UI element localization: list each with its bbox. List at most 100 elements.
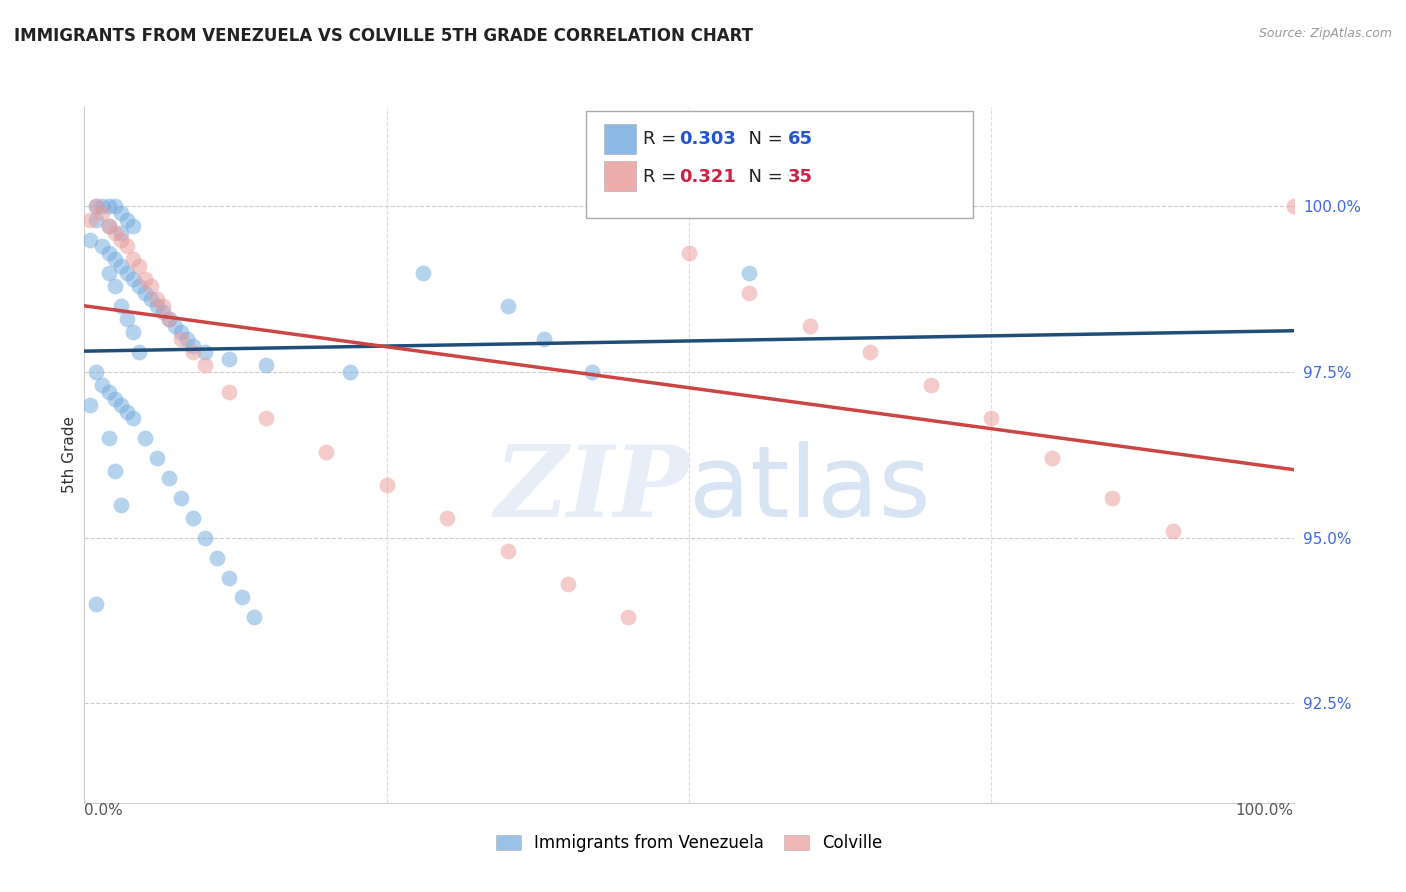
Point — [412, 266, 434, 280]
Point — [254, 411, 277, 425]
Point — [157, 312, 180, 326]
Point — [91, 199, 114, 213]
Point — [152, 299, 174, 313]
Point — [375, 477, 398, 491]
Point — [254, 359, 277, 373]
Point — [170, 326, 193, 340]
Point — [194, 359, 217, 373]
Point — [79, 398, 101, 412]
Point — [97, 219, 120, 234]
Text: 100.0%: 100.0% — [1236, 803, 1294, 818]
Point — [121, 219, 143, 234]
Text: IMMIGRANTS FROM VENEZUELA VS COLVILLE 5TH GRADE CORRELATION CHART: IMMIGRANTS FROM VENEZUELA VS COLVILLE 5T… — [14, 27, 754, 45]
Point — [97, 199, 120, 213]
Point — [121, 252, 143, 267]
Point — [86, 199, 108, 213]
Point — [97, 384, 120, 399]
Text: 0.0%: 0.0% — [84, 803, 124, 818]
Point — [181, 345, 204, 359]
Point — [86, 597, 108, 611]
Point — [218, 384, 240, 399]
Point — [110, 259, 132, 273]
Point — [128, 259, 150, 273]
Point — [110, 233, 132, 247]
Point — [134, 285, 156, 300]
Point — [859, 345, 882, 359]
Point — [496, 299, 519, 313]
Point — [218, 570, 240, 584]
Point — [1040, 451, 1063, 466]
Point — [207, 550, 229, 565]
Point — [557, 577, 579, 591]
Point — [134, 431, 156, 445]
Point — [738, 266, 761, 280]
Y-axis label: 5th Grade: 5th Grade — [62, 417, 77, 493]
Point — [738, 285, 761, 300]
Point — [104, 465, 127, 479]
Point — [218, 351, 240, 366]
Text: 35: 35 — [789, 168, 813, 186]
Point — [181, 511, 204, 525]
FancyBboxPatch shape — [586, 111, 973, 219]
Point — [859, 199, 882, 213]
Point — [581, 365, 603, 379]
Point — [104, 279, 127, 293]
Point — [165, 318, 187, 333]
Point — [146, 299, 169, 313]
Point — [799, 318, 821, 333]
Point — [152, 305, 174, 319]
Point — [496, 544, 519, 558]
Point — [170, 491, 193, 505]
Text: Source: ZipAtlas.com: Source: ZipAtlas.com — [1258, 27, 1392, 40]
Point — [91, 378, 114, 392]
Text: 0.303: 0.303 — [679, 130, 737, 148]
Point — [128, 345, 150, 359]
Point — [128, 279, 150, 293]
Point — [139, 279, 162, 293]
Point — [115, 405, 138, 419]
Point — [86, 212, 108, 227]
Point — [1101, 491, 1123, 505]
Text: 0.321: 0.321 — [679, 168, 737, 186]
Point — [79, 233, 101, 247]
Point — [170, 332, 193, 346]
Point — [104, 226, 127, 240]
Point — [920, 378, 942, 392]
Text: atlas: atlas — [689, 442, 931, 538]
Point — [86, 365, 108, 379]
Point — [121, 272, 143, 286]
Point — [617, 610, 640, 624]
Point — [115, 212, 138, 227]
Point — [115, 266, 138, 280]
Point — [110, 398, 132, 412]
Point — [339, 365, 361, 379]
Point — [104, 199, 127, 213]
Point — [1161, 524, 1184, 538]
Point — [134, 272, 156, 286]
Point — [121, 411, 143, 425]
Text: ZIP: ZIP — [494, 442, 689, 538]
Point — [315, 444, 337, 458]
Point — [110, 206, 132, 220]
Point — [115, 312, 138, 326]
Point — [146, 451, 169, 466]
Text: 65: 65 — [789, 130, 813, 148]
Point — [86, 199, 108, 213]
FancyBboxPatch shape — [605, 161, 636, 191]
Point — [79, 212, 101, 227]
Point — [115, 239, 138, 253]
Point — [146, 292, 169, 306]
Legend: Immigrants from Venezuela, Colville: Immigrants from Venezuela, Colville — [491, 829, 887, 857]
Point — [139, 292, 162, 306]
Point — [194, 531, 217, 545]
Point — [110, 498, 132, 512]
Point — [242, 610, 264, 624]
Point — [97, 245, 120, 260]
Point — [176, 332, 198, 346]
Text: N =: N = — [737, 130, 789, 148]
Point — [157, 312, 180, 326]
Text: R =: R = — [643, 130, 682, 148]
Point — [110, 299, 132, 313]
Point — [110, 226, 132, 240]
Point — [97, 431, 120, 445]
